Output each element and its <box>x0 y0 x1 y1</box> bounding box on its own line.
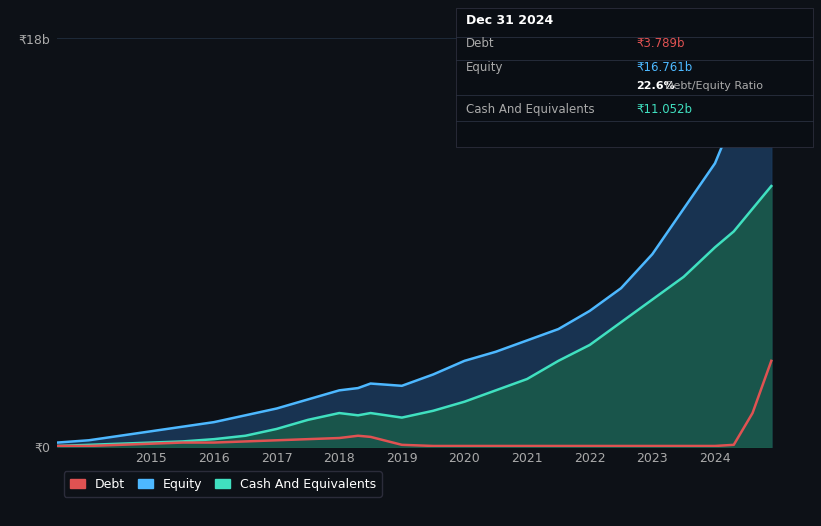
Text: ₹3.789b: ₹3.789b <box>636 37 685 50</box>
Text: ₹11.052b: ₹11.052b <box>636 103 692 116</box>
Legend: Debt, Equity, Cash And Equivalents: Debt, Equity, Cash And Equivalents <box>64 471 382 497</box>
Text: Cash And Equivalents: Cash And Equivalents <box>466 103 594 116</box>
Text: ₹16.761b: ₹16.761b <box>636 61 693 74</box>
Text: Equity: Equity <box>466 61 503 74</box>
Text: Debt: Debt <box>466 37 494 50</box>
Text: 22.6%: 22.6% <box>636 82 675 92</box>
Text: Debt/Equity Ratio: Debt/Equity Ratio <box>665 82 763 92</box>
Text: Dec 31 2024: Dec 31 2024 <box>466 14 553 27</box>
